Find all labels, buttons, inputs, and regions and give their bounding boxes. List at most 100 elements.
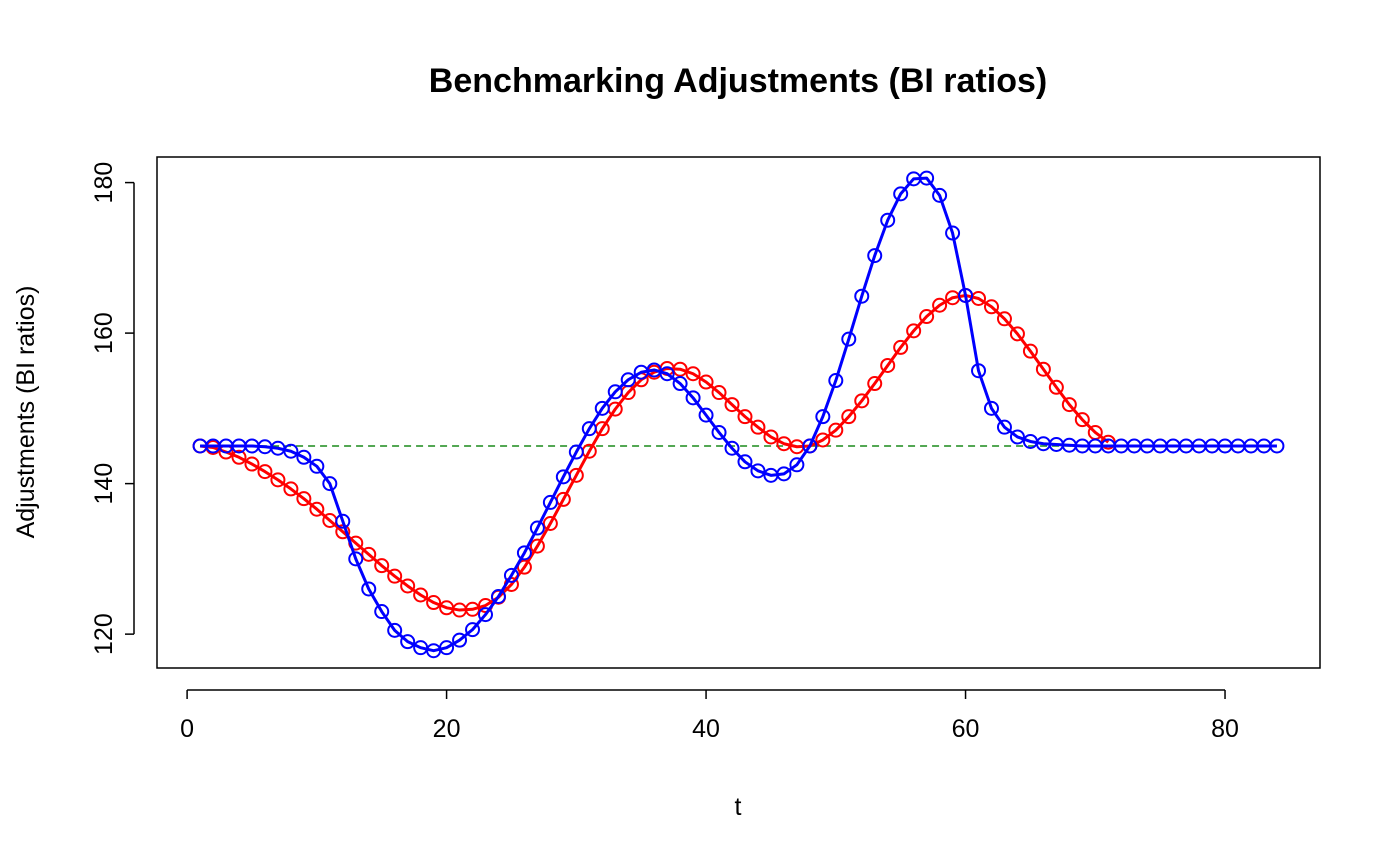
data-point	[672, 376, 688, 392]
data-point	[309, 458, 325, 474]
data-point	[711, 385, 727, 401]
data-point	[828, 422, 844, 438]
data-point	[400, 578, 416, 594]
data-point	[776, 466, 792, 482]
data-point	[958, 287, 974, 303]
data-point	[296, 449, 312, 465]
data-point	[1269, 438, 1285, 454]
data-point	[361, 546, 377, 562]
y-tick-label: 120	[90, 613, 118, 655]
data-point	[828, 373, 844, 389]
x-tick-label: 60	[952, 715, 980, 743]
data-point	[880, 212, 896, 228]
data-point	[893, 339, 909, 355]
data-point	[1009, 326, 1025, 342]
data-point	[763, 429, 779, 445]
data-point	[867, 376, 883, 392]
data-point	[945, 225, 961, 241]
data-point	[854, 288, 870, 304]
data-point	[465, 622, 481, 638]
data-point	[698, 407, 714, 423]
data-point	[919, 170, 935, 186]
data-point	[257, 464, 273, 480]
data-point	[1035, 361, 1051, 377]
data-point	[841, 331, 857, 347]
data-point	[594, 400, 610, 416]
data-point	[685, 366, 701, 382]
data-point	[335, 513, 351, 529]
data-point	[620, 372, 636, 388]
data-point	[815, 432, 831, 448]
data-point	[542, 494, 558, 510]
chart-title: Benchmarking Adjustments (BI ratios)	[429, 62, 1047, 100]
data-point	[1048, 379, 1064, 395]
data-point	[387, 622, 403, 638]
data-point	[724, 440, 740, 456]
data-point	[711, 424, 727, 440]
data-point	[231, 449, 247, 465]
data-point	[685, 390, 701, 406]
data-point	[244, 456, 260, 472]
data-point	[426, 595, 442, 611]
data-point	[270, 472, 286, 488]
data-point	[400, 634, 416, 650]
data-point	[503, 567, 519, 583]
data-point	[672, 361, 688, 377]
data-point	[750, 463, 766, 479]
data-point	[724, 397, 740, 413]
data-point	[932, 297, 948, 313]
series-line	[200, 176, 1277, 653]
data-point	[529, 520, 545, 536]
data-point	[452, 632, 468, 648]
data-point	[283, 443, 299, 459]
data-point	[374, 604, 390, 620]
data-point	[1061, 397, 1077, 413]
data-point	[555, 469, 571, 485]
data-point	[737, 454, 753, 470]
data-point	[880, 357, 896, 373]
data-point	[348, 551, 364, 567]
data-point	[983, 299, 999, 315]
series-line	[199, 293, 1110, 612]
data-point	[815, 409, 831, 425]
data-point	[983, 400, 999, 416]
x-tick-label: 20	[433, 715, 461, 743]
data-point	[1009, 429, 1025, 445]
data-point	[296, 491, 312, 507]
data-point	[361, 581, 377, 597]
data-point	[1074, 412, 1090, 428]
data-point	[841, 409, 857, 425]
data-point	[516, 545, 532, 561]
data-point	[996, 311, 1012, 327]
data-point	[1022, 343, 1038, 359]
data-point	[996, 419, 1012, 435]
data-point	[607, 384, 623, 400]
x-tick-label: 80	[1211, 715, 1239, 743]
y-tick-label: 160	[90, 312, 118, 354]
data-point	[854, 393, 870, 409]
data-point	[893, 186, 909, 202]
data-point	[971, 363, 987, 379]
y-tick-label: 180	[90, 162, 118, 204]
data-point	[322, 476, 338, 492]
data-point	[789, 457, 805, 473]
data-point	[581, 421, 597, 437]
data-point	[387, 568, 403, 584]
data-point	[568, 444, 584, 460]
y-axis-label: Adjustments (BI ratios)	[12, 286, 40, 539]
data-point	[698, 374, 714, 390]
data-point	[737, 409, 753, 425]
data-point	[659, 366, 675, 382]
data-point	[478, 607, 494, 623]
x-tick-label: 40	[692, 715, 720, 743]
y-tick-label: 140	[90, 463, 118, 505]
data-point	[906, 323, 922, 339]
data-point	[374, 558, 390, 574]
data-point	[490, 589, 506, 605]
data-point	[867, 248, 883, 264]
data-point	[413, 587, 429, 603]
data-point	[529, 538, 545, 554]
data-point	[542, 516, 558, 532]
data-point	[439, 640, 455, 656]
